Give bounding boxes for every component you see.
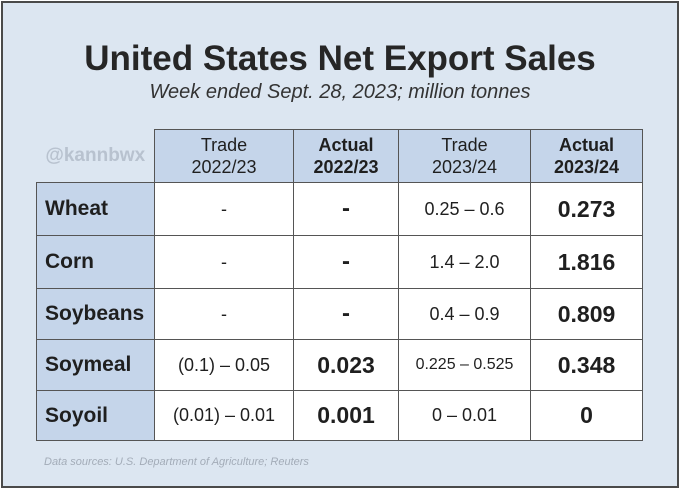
column-header-trade-2023-24: Trade 2023/24	[398, 129, 531, 183]
column-header-line1: Actual	[318, 135, 374, 155]
actual-2022-23-cell: -	[293, 235, 399, 289]
data-source-note: Data sources: U.S. Department of Agricul…	[44, 456, 309, 468]
trade-2023-24-cell: 0 – 0.01	[398, 390, 531, 441]
row-label: Soyoil	[36, 390, 155, 441]
row-label: Soybeans	[36, 288, 155, 340]
column-header-actual-2022-23: Actual 2022/23	[293, 129, 399, 183]
header-row: @kannbwx Trade 2022/23 Actual 2022/23 Tr…	[37, 129, 643, 183]
column-header-trade-2022-23: Trade 2022/23	[154, 129, 294, 183]
actual-2022-23-cell: -	[293, 288, 399, 340]
page-title: United States Net Export Sales	[84, 39, 596, 78]
column-header-line2: 2022/23	[191, 157, 257, 177]
actual-2023-24-cell: 1.816	[530, 235, 643, 289]
trade-2022-23-cell: -	[154, 235, 294, 289]
column-header-line2: 2023/24	[431, 157, 498, 177]
column-header-actual-2023-24: Actual 2023/24	[530, 129, 643, 183]
trade-2023-24-cell: 0.25 – 0.6	[398, 182, 531, 236]
actual-2023-24-cell: 0	[530, 390, 643, 441]
actual-2022-23-cell: 0.001	[293, 390, 399, 441]
column-header-line1: Actual	[558, 135, 614, 155]
trade-2023-24-cell: 0.4 – 0.9	[398, 288, 531, 340]
table-row-soyoil: Soyoil (0.01) – 0.01 0.001 0 – 0.01 0	[36, 390, 643, 441]
actual-2022-23-cell: -	[293, 182, 399, 236]
column-header-line1: Trade	[200, 135, 248, 155]
trade-2022-23-cell: -	[154, 182, 294, 236]
social-handle: @kannbwx	[45, 144, 146, 166]
trade-2022-23-cell: (0.1) – 0.05	[154, 339, 294, 391]
table-row-soybeans: Soybeans - - 0.4 – 0.9 0.809	[36, 288, 643, 340]
actual-2022-23-cell: 0.023	[293, 339, 399, 391]
row-label: Wheat	[36, 182, 155, 236]
trade-2022-23-cell: -	[154, 288, 294, 340]
row-label: Soymeal	[36, 339, 155, 391]
row-label: Corn	[36, 235, 155, 289]
table-row-corn: Corn - - 1.4 – 2.0 1.816	[36, 235, 643, 289]
actual-2023-24-cell: 0.348	[530, 339, 643, 391]
handle-corner: @kannbwx	[37, 130, 155, 183]
trade-2023-24-cell: 0.225 – 0.525	[398, 339, 531, 391]
column-header-line1: Trade	[441, 135, 488, 155]
table-row-wheat: Wheat - - 0.25 – 0.6 0.273	[36, 182, 643, 236]
table-row-soymeal: Soymeal (0.1) – 0.05 0.023 0.225 – 0.525…	[36, 339, 643, 391]
actual-2023-24-cell: 0.273	[530, 182, 643, 236]
column-header-line2: 2023/24	[553, 157, 620, 177]
trade-2022-23-cell: (0.01) – 0.01	[154, 390, 294, 441]
column-header-line2: 2022/23	[313, 157, 379, 177]
export-sales-table: @kannbwx Trade 2022/23 Actual 2022/23 Tr…	[36, 129, 643, 441]
actual-2023-24-cell: 0.809	[530, 288, 643, 340]
page-subtitle: Week ended Sept. 28, 2023; million tonne…	[149, 81, 531, 103]
trade-2023-24-cell: 1.4 – 2.0	[398, 235, 531, 289]
